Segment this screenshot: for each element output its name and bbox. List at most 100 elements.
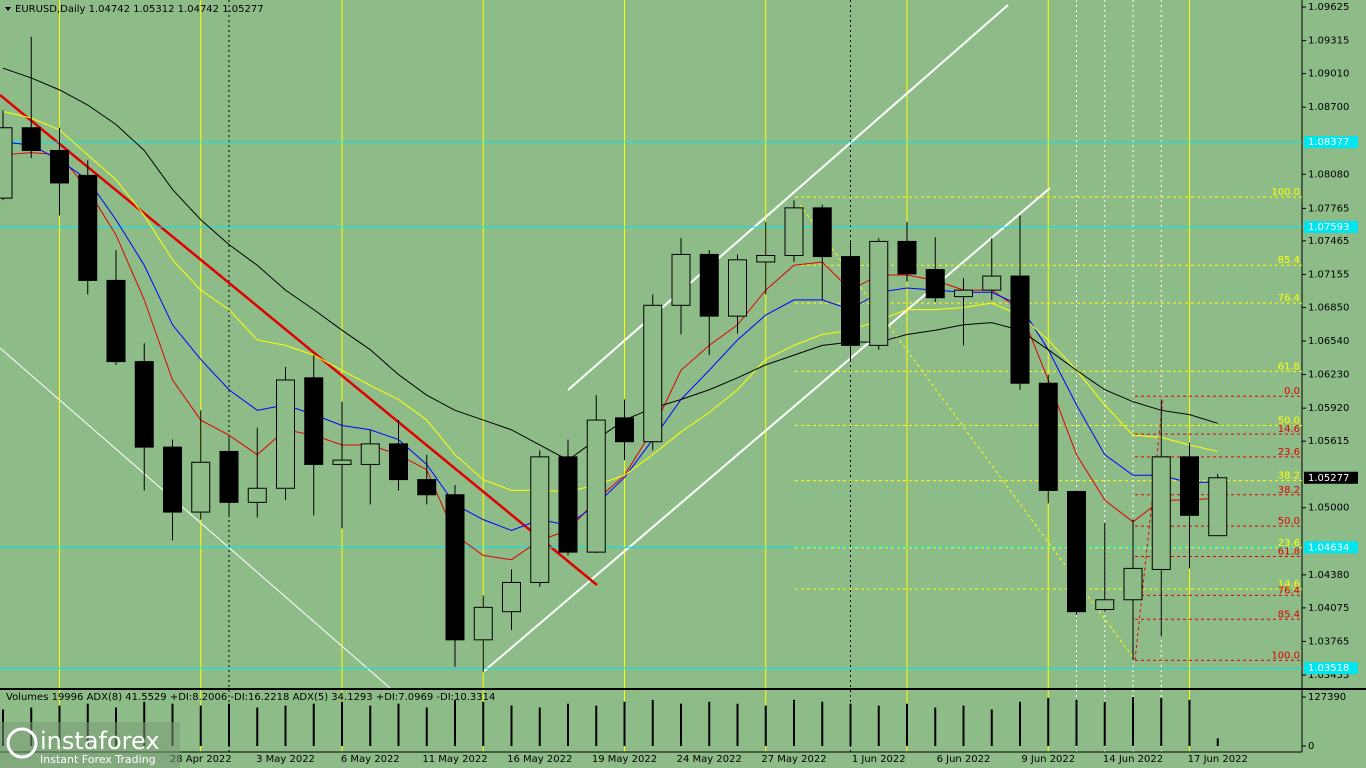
candle-body [389, 443, 408, 481]
fibo-label: 61.8 [1278, 546, 1300, 557]
current-price-label: 1.05277 [1308, 473, 1349, 484]
price-level-box [1304, 662, 1358, 675]
candle-body [106, 279, 126, 363]
y-tick-label: 1.04380 [1308, 570, 1349, 581]
candle-body [134, 361, 154, 448]
fibo-label: 100.0 [1271, 650, 1300, 661]
candle-body [1151, 456, 1171, 570]
candle-body [445, 494, 465, 641]
candle-body [21, 127, 41, 151]
candle-body [530, 456, 550, 583]
candle-body [1010, 275, 1030, 384]
y-tick-label: 1.08080 [1308, 169, 1349, 180]
fibo-label: 61.8 [1278, 361, 1300, 372]
candle-body [502, 581, 521, 613]
menu-triangle[interactable] [5, 7, 11, 11]
trend-line [0, 347, 391, 689]
price-level-label: 1.03518 [1308, 663, 1349, 674]
x-tick-label: 28 Apr 2022 [170, 754, 232, 765]
candle-body [643, 304, 663, 443]
candle-body [1180, 456, 1199, 516]
x-tick-label: 9 Jun 2022 [1021, 754, 1075, 765]
y-tick-label: 1.03765 [1308, 636, 1349, 647]
x-tick-label: 17 Jun 2022 [1188, 754, 1248, 765]
candle-body [0, 127, 13, 199]
logo-brand: instaforex [40, 727, 160, 755]
fibo-label: 50.0 [1278, 415, 1300, 426]
fibo-label: 50.0 [1278, 516, 1300, 527]
fibo-label: 100.0 [1271, 187, 1300, 198]
y-tick-label: 1.06850 [1308, 302, 1349, 313]
candle-body [1095, 599, 1115, 611]
price-level-box [1304, 136, 1358, 149]
y-tick-label: 1.05000 [1308, 503, 1349, 514]
x-tick-label: 6 May 2022 [341, 754, 400, 765]
volume-tick-label: 0 [1308, 741, 1314, 752]
fibo-label: 76.4 [1278, 585, 1300, 596]
price-level-label: 1.07593 [1308, 222, 1349, 233]
y-tick-label: 1.07765 [1308, 203, 1349, 214]
y-tick-label: 1.07465 [1308, 236, 1349, 247]
candle-body [1038, 382, 1058, 491]
y-tick-label: 1.06230 [1308, 370, 1349, 381]
current-price-box [1304, 471, 1358, 484]
price-level-box [1304, 221, 1358, 234]
channel-line [567, 4, 1009, 391]
candle-body [78, 174, 98, 281]
y-tick-label: 1.03455 [1308, 670, 1349, 681]
logo-backdrop [0, 722, 180, 768]
volume-tick-label: 127390 [1308, 692, 1346, 703]
candle-body [1123, 567, 1143, 601]
x-tick-label: 27 May 2022 [761, 754, 826, 765]
price-level-label: 1.08377 [1308, 137, 1349, 148]
fibo-label: 14.6 [1278, 424, 1300, 435]
candle-body [191, 461, 211, 513]
candle-body [728, 259, 747, 317]
fibo-label: 38.2 [1278, 485, 1300, 496]
fibo-label: 76.4 [1278, 293, 1300, 304]
candle-body [784, 207, 804, 256]
logo-icon [6, 727, 38, 759]
fibo-label: 85.4 [1278, 255, 1300, 266]
price-level-label: 1.04634 [1308, 542, 1349, 553]
candle-body [671, 253, 691, 306]
x-tick-label: 1 Jun 2022 [852, 754, 906, 765]
indicator-title: Volumes 19996 ADX(8) 41.5529 +DI:8.2006 … [6, 692, 495, 703]
fibo-label: 14.6 [1278, 579, 1300, 590]
candle-body [897, 240, 917, 275]
candle-body [925, 269, 945, 299]
candle-body [219, 450, 239, 503]
x-tick-label: 24 May 2022 [677, 754, 742, 765]
fibo-label: 0.0 [1284, 386, 1300, 397]
candle-body [163, 446, 182, 513]
y-tick-label: 1.06540 [1308, 336, 1349, 347]
x-tick-label: 16 May 2022 [507, 754, 572, 765]
x-tick-label: 11 May 2022 [422, 754, 487, 765]
candle-body [699, 253, 719, 317]
candle-body [276, 379, 295, 489]
x-tick-label: 6 Jun 2022 [937, 754, 991, 765]
y-tick-label: 1.04075 [1308, 603, 1349, 614]
candle-body [304, 377, 324, 465]
candle-body [558, 456, 578, 553]
price-level-box [1304, 541, 1358, 554]
candle-body [417, 479, 437, 496]
candle-body [1067, 491, 1086, 613]
candle-body [50, 149, 69, 184]
fibo-trend [1134, 399, 1164, 661]
candle-body [332, 459, 352, 465]
fibo-label: 23.6 [1278, 538, 1300, 549]
candle-body [954, 289, 973, 298]
trend-line [0, 94, 598, 586]
x-tick-label: 14 Jun 2022 [1103, 754, 1163, 765]
candle-body [756, 254, 776, 263]
fibo-label: 23.6 [1278, 447, 1300, 458]
y-tick-label: 1.07155 [1308, 269, 1349, 280]
y-tick-label: 1.05920 [1308, 403, 1349, 414]
candle-body [982, 275, 1002, 291]
drawing-objects [0, 4, 1164, 689]
chart-title: EURUSD,Daily 1.04742 1.05312 1.04742 1.0… [15, 4, 264, 15]
x-tick-label: 19 May 2022 [592, 754, 657, 765]
